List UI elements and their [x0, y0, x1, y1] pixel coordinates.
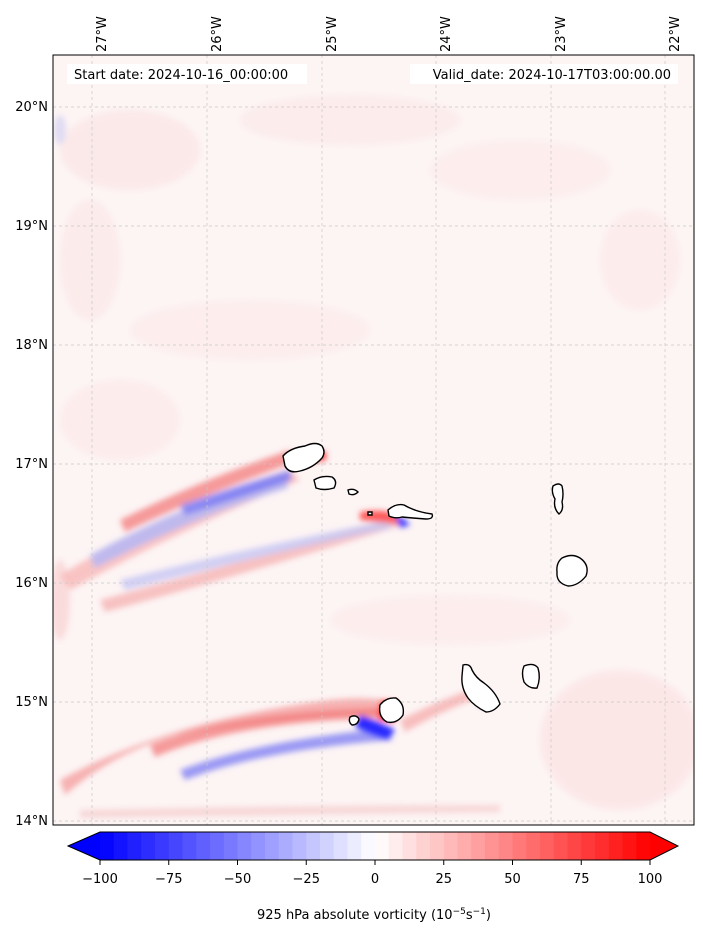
lon-label: 24°W	[439, 16, 454, 52]
colorbar-tick-label: −100	[82, 872, 118, 887]
colorbar-cell	[196, 832, 211, 860]
lon-label: 22°W	[668, 16, 683, 52]
colorbar-cell	[278, 832, 293, 860]
lat-label: 18°N	[15, 338, 48, 353]
colorbar-cell	[251, 832, 266, 860]
longitude-labels: 27°W 26°W 25°W 24°W 23°W 22°W	[95, 16, 683, 52]
lat-label: 19°N	[15, 219, 48, 234]
colorbar-tick-label: 100	[638, 872, 663, 887]
colorbar-cell	[388, 832, 403, 860]
colorbar-cell	[457, 832, 472, 860]
lat-label: 17°N	[15, 457, 48, 472]
colorbar-tick-label: 75	[573, 872, 590, 887]
start-date-label: Start date: 2024-10-16_00:00:00	[74, 68, 288, 83]
colorbar-cell	[526, 832, 541, 860]
colorbar-cell	[416, 832, 431, 860]
colorbar-cell	[155, 832, 170, 860]
colorbar-cell	[512, 832, 527, 860]
colorbar-tick-label: 25	[435, 872, 452, 887]
colorbar-cell	[127, 832, 142, 860]
island-raso	[367, 511, 373, 516]
island-sal	[551, 483, 564, 515]
lon-label: 23°W	[554, 16, 569, 52]
colorbar-cell	[237, 832, 252, 860]
colorbar-cell	[567, 832, 582, 860]
colorbar-label: 925 hPa absolute vorticity (10−5s−1)	[257, 907, 491, 923]
lat-label: 14°N	[15, 814, 48, 829]
lat-label: 15°N	[15, 695, 48, 710]
map-panel: Start date: 2024-10-16_00:00:00 Valid_da…	[15, 16, 695, 829]
colorbar-cell	[430, 832, 445, 860]
colorbar-cell	[100, 832, 115, 860]
island-santa-luzia	[347, 488, 359, 496]
coastlines	[282, 442, 588, 726]
colorbar-cell	[471, 832, 486, 860]
lon-label: 25°W	[325, 16, 340, 52]
colorbar-cell	[333, 832, 348, 860]
valid-date-label: Valid_date: 2024-10-17T03:00:00.00	[433, 68, 671, 83]
colorbar-cell	[540, 832, 555, 860]
colorbar-tick-label: 50	[504, 872, 521, 887]
island-boa-vista	[556, 554, 588, 587]
colorbar-tick-label: −75	[155, 872, 182, 887]
island-santo-antao	[282, 442, 325, 473]
vorticity-field	[53, 55, 694, 825]
island-maio	[521, 663, 540, 689]
colorbar-cell	[581, 832, 596, 860]
colorbar-cell	[361, 832, 376, 860]
colorbar-cell	[182, 832, 197, 860]
gridlines	[53, 55, 694, 825]
colorbar-cell	[485, 832, 500, 860]
start-date-box	[67, 64, 307, 84]
colorbar-cell	[347, 832, 362, 860]
colorbar-cell	[498, 832, 513, 860]
island-brava	[348, 715, 360, 726]
colorbar-cell	[375, 832, 390, 860]
colorbar-tick-label: −25	[293, 872, 320, 887]
colorbar-cell	[113, 832, 128, 860]
valid-date-box	[410, 64, 678, 84]
colorbar-cell	[553, 832, 568, 860]
colorbar-cell	[141, 832, 156, 860]
island-fogo	[378, 697, 405, 724]
colorbar-cell	[402, 832, 417, 860]
colorbar-cell	[320, 832, 335, 860]
colorbar-tick-label: 0	[371, 872, 379, 887]
colorbar-cell	[168, 832, 183, 860]
colorbar-cell	[636, 832, 651, 860]
lat-label: 16°N	[15, 576, 48, 591]
colorbar-tick-label: −50	[224, 872, 251, 887]
lon-label: 27°W	[95, 16, 110, 52]
colorbar-cell	[292, 832, 307, 860]
colorbar-extend-min	[68, 832, 100, 860]
colorbar-extend-max	[650, 832, 678, 860]
island-santiago	[461, 663, 501, 713]
island-sao-vicente	[313, 475, 337, 491]
colorbar-cell	[306, 832, 321, 860]
colorbar: −100 −75 −50 −25 0 25 50 75 100 925 hPa absolute…	[66, 831, 680, 923]
map-frame	[52, 54, 695, 826]
colorbar-cell	[622, 832, 637, 860]
island-sao-nicolau	[387, 503, 434, 520]
colorbar-cell	[608, 832, 623, 860]
colorbar-cell	[595, 832, 610, 860]
colorbar-cell	[443, 832, 458, 860]
colorbar-ticks: −100 −75 −50 −25 0 25 50 75 100	[82, 860, 662, 887]
colorbar-cell	[223, 832, 238, 860]
latitude-labels: 20°N 19°N 18°N 17°N 16°N 15°N 14°N	[15, 100, 48, 829]
colorbar-cells	[100, 832, 651, 860]
lon-label: 26°W	[210, 16, 225, 52]
colorbar-cell	[265, 832, 280, 860]
lat-label: 20°N	[15, 100, 48, 115]
colorbar-cell	[210, 832, 225, 860]
